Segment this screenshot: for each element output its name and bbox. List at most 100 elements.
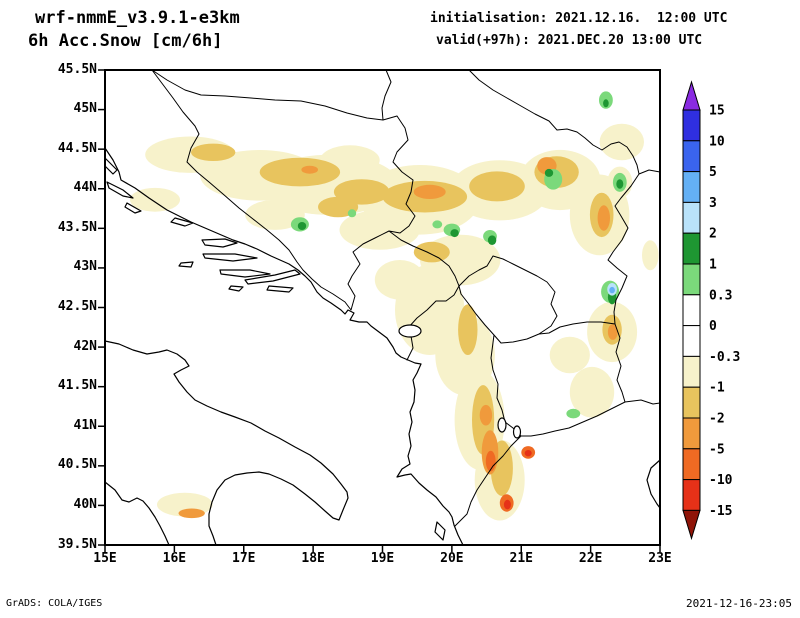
x-tick-label: 23E (648, 551, 672, 566)
colorbar-over-arrow (682, 80, 701, 111)
colorbar-segment (682, 355, 701, 388)
colorbar-level-label: 0.3 (709, 288, 732, 303)
coastline-italy-tyrrhenian (104, 481, 170, 546)
x-tick-label: 16E (162, 551, 187, 566)
map-plot-area (98, 69, 661, 552)
colorbar-level-label: -10 (709, 473, 733, 488)
snow-cell (413, 184, 446, 199)
snow-cell (479, 404, 493, 426)
grads-credit: GrADS: COLA/IGES (6, 598, 103, 609)
colorbar-level-label: 2 (709, 227, 717, 242)
colorbar-segment (682, 325, 701, 357)
colorbar-segment (682, 232, 701, 265)
colorbar-segment (682, 386, 701, 419)
model-title: wrf-nmmE_v3.9.1-e3km (35, 8, 240, 28)
coastline-east-adriatic (104, 147, 464, 546)
colorbar-segment (682, 201, 701, 234)
snow-cell (524, 450, 532, 457)
y-tick-label: 45N (73, 101, 97, 117)
y-tick-label: 40.5N (57, 457, 97, 473)
colorbar-segment (682, 294, 701, 327)
colorbar-level-label: 0 (709, 319, 717, 334)
snow-cell (549, 336, 590, 374)
snow-cell (450, 229, 459, 238)
colorbar-segment (682, 448, 701, 481)
colorbar-level-label: 10 (709, 134, 725, 149)
snow-cell (642, 240, 659, 271)
snow-cell (347, 209, 357, 218)
snow-cell (569, 366, 615, 418)
coastline-italy-adriatic (104, 340, 349, 546)
lake-skadar (398, 324, 422, 338)
snow-cell (245, 199, 305, 230)
colorbar-level-label: -0.3 (709, 350, 740, 365)
y-tick-label: 41.5N (57, 378, 97, 394)
snow-cell (566, 408, 581, 419)
creation-timestamp: 2021-12-16-23:05 (686, 597, 792, 610)
snow-cell (544, 168, 554, 177)
colorbar: 15 10 5 3 2 1 0.3 0 -0.3 -1 -2 -5 -10 -15 (682, 80, 740, 541)
colorbar-level-label: -2 (709, 412, 725, 427)
y-tick-label: 44N (73, 180, 97, 196)
x-tick-label: 19E (370, 551, 395, 566)
valid-time-label: valid(+97h): 2021.DEC.20 13:00 UTC (436, 33, 703, 48)
snow-cell (503, 499, 511, 510)
map-frame (104, 69, 661, 546)
coastline-layer (104, 69, 661, 546)
snow-cell (609, 286, 615, 294)
axis-ticks (98, 69, 661, 552)
x-tick-label: 22E (578, 551, 603, 566)
x-tick-label: 15E (93, 551, 117, 566)
dalmatian-islands (104, 157, 446, 541)
colorbar-segment (682, 109, 701, 142)
snow-cell (259, 157, 341, 187)
y-tick-label: 45.5N (57, 61, 97, 77)
snow-cell (607, 324, 618, 340)
snow-cell (374, 260, 425, 300)
x-tick-label: 17E (232, 551, 256, 566)
colorbar-under-arrow (682, 509, 701, 541)
snow-cell (432, 220, 443, 229)
snow-cell (178, 508, 205, 519)
snow-cell (599, 123, 644, 161)
snow-cell (130, 187, 180, 212)
x-tick-label: 21E (509, 551, 533, 566)
snow-cell (458, 304, 478, 355)
colorbar-level-label: -15 (709, 504, 732, 519)
colorbar-segment (682, 479, 701, 511)
snow-cell (301, 165, 318, 174)
snow-cell (413, 241, 450, 263)
y-tick-label: 43.5N (57, 219, 97, 235)
lake-ohrid (497, 417, 507, 433)
y-tick-label: 39.5N (57, 536, 97, 552)
country-borders (151, 69, 661, 527)
snow-cell (339, 210, 420, 250)
colorbar-segment (682, 171, 701, 203)
y-tick-label: 43N (73, 259, 97, 275)
snow-field-layer (130, 91, 659, 521)
snow-cell (191, 143, 236, 161)
snow-cell (616, 179, 624, 189)
snow-cell (297, 222, 307, 230)
snow-cell (603, 99, 609, 108)
y-tick-label: 40N (73, 496, 97, 512)
colorbar-level-label: 15 (709, 104, 725, 119)
lake-prespa (512, 425, 522, 439)
snow-cell (597, 205, 610, 231)
colorbar-segment (682, 263, 701, 296)
snow-cell (485, 450, 496, 472)
y-tick-label: 42N (73, 338, 97, 354)
snow-cell (487, 235, 497, 245)
snow-cell (469, 171, 525, 202)
colorbar-level-label: 5 (709, 165, 717, 180)
colorbar-level-label: 1 (709, 258, 717, 273)
y-tick-label: 42.5N (57, 299, 97, 314)
colorbar-level-label: -1 (709, 381, 725, 396)
colorbar-level-label: 3 (709, 196, 717, 211)
field-title: 6h Acc.Snow [cm/6h] (28, 31, 223, 51)
colorbar-segment (682, 140, 701, 173)
x-tick-label: 20E (440, 551, 464, 566)
y-tick-label: 41N (73, 417, 97, 433)
coastline-aegean (646, 459, 661, 509)
